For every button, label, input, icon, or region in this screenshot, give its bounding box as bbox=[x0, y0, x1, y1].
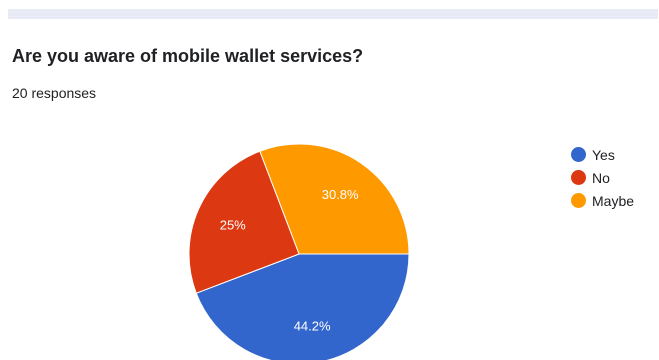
legend-item-yes: Yes bbox=[571, 143, 634, 166]
pie-slice-maybe bbox=[259, 143, 410, 255]
legend-swatch-no bbox=[571, 170, 586, 185]
legend-label-maybe: Maybe bbox=[592, 192, 635, 209]
response-count: 20 responses bbox=[12, 85, 97, 101]
legend-label-yes: Yes bbox=[592, 146, 615, 163]
slice-label-yes: 44.2% bbox=[294, 318, 331, 333]
question-title: Are you aware of mobile wallet services? bbox=[12, 46, 364, 66]
legend-swatch-maybe bbox=[571, 193, 586, 208]
legend-label-no: No bbox=[592, 169, 610, 186]
chart-legend: Yes No Maybe bbox=[571, 143, 634, 212]
legend-swatch-yes bbox=[571, 147, 586, 162]
pie-slice-no bbox=[188, 150, 300, 294]
header-band bbox=[8, 9, 658, 19]
pie-slice-yes bbox=[195, 253, 410, 360]
legend-item-maybe: Maybe bbox=[571, 189, 634, 212]
slice-label-maybe: 30.8% bbox=[322, 187, 359, 202]
legend-item-no: No bbox=[571, 166, 634, 189]
slice-label-no: 25% bbox=[220, 217, 246, 232]
